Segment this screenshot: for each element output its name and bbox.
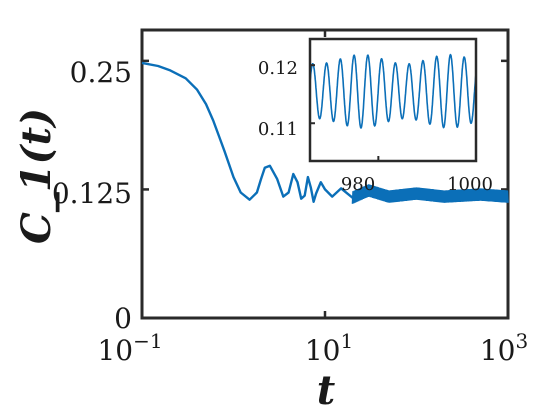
- inset-series-group: [309, 53, 477, 130]
- inset-series-line: [309, 53, 477, 130]
- x-axis-title: t: [317, 367, 336, 414]
- x-tick-label-2: 103: [480, 329, 528, 367]
- x-tick-label-1: 101: [305, 329, 353, 367]
- main-series-group: [141, 61, 509, 204]
- inset-y-tick-label-1: 0.12: [258, 58, 298, 79]
- x-tick-label-1-base: 10: [305, 334, 341, 367]
- x-tick-label-0-exp: −1: [133, 329, 162, 353]
- y-tick-label-1: 0.125: [52, 177, 132, 210]
- x-tick-label-2-base: 10: [480, 334, 516, 367]
- x-tick-label-2-exp: 3: [515, 329, 528, 353]
- y-axis-title: C_1(t): [13, 108, 60, 244]
- x-tick-label-0-base: 10: [97, 334, 133, 367]
- main-series-line: [141, 61, 509, 203]
- y-axis-title-group: C_1(t): [13, 108, 60, 244]
- y-tick-label-2: 0.25: [70, 56, 132, 89]
- inset-x-tick-label-1: 1000: [447, 174, 493, 195]
- x-tick-label-0: 10−1: [97, 329, 162, 367]
- inset-y-tick-label-0: 0.11: [258, 119, 298, 140]
- main-series-oscillation-band: [351, 184, 509, 204]
- x-tick-label-1-exp: 1: [340, 329, 353, 353]
- inset-x-tick-label-0: 980: [341, 174, 375, 195]
- inset-background: [310, 39, 476, 161]
- y-tick-label-0: 0: [114, 302, 132, 335]
- inset-frame: [308, 37, 478, 163]
- main-tick-marks: [140, 30, 510, 320]
- inset-tick-marks: [310, 64, 477, 161]
